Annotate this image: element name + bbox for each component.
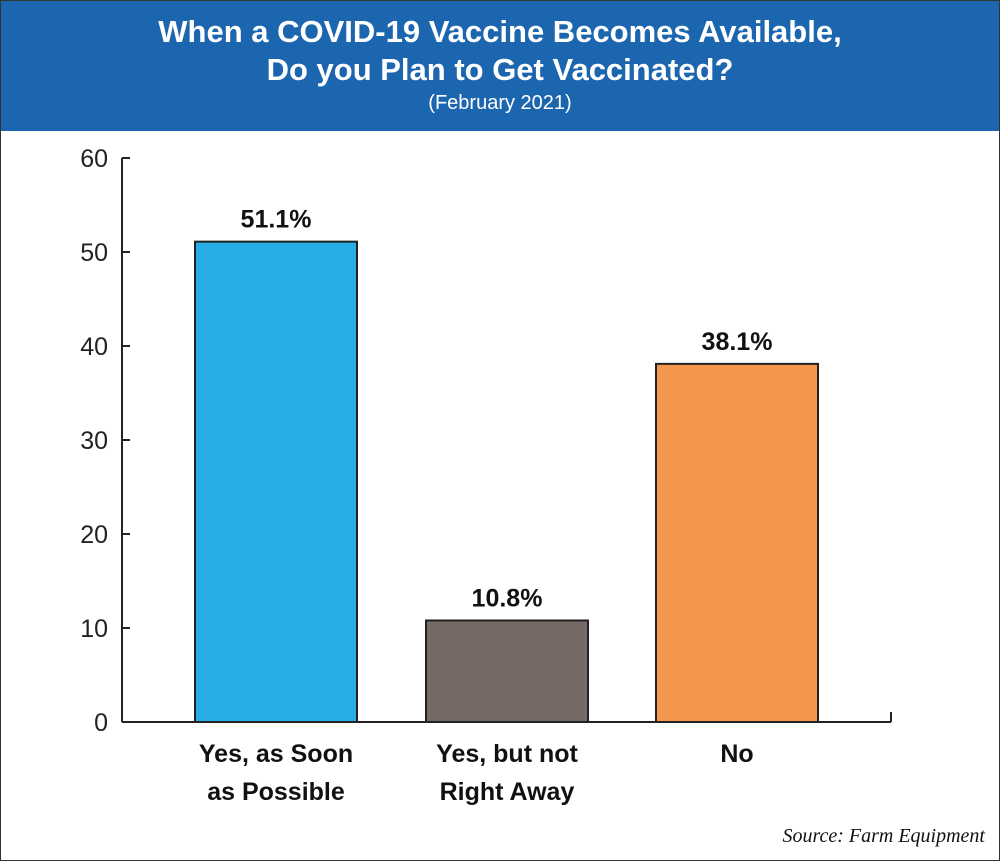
category-label: No: [720, 740, 753, 768]
y-tick-label: 10: [80, 615, 108, 643]
data-label: 51.1%: [241, 206, 312, 234]
bar: [194, 240, 358, 723]
source-note: Source: Farm Equipment: [782, 825, 985, 847]
chart-labels: 51.1% Yes, as Soon as Possible 10.8% Yes, bu…: [199, 206, 773, 806]
data-label: 38.1%: [702, 328, 773, 356]
bar: [425, 619, 589, 723]
chart-subtitle: (February 2021): [428, 92, 572, 114]
y-tick-label: 60: [80, 145, 108, 173]
data-label: 10.8%: [472, 584, 543, 612]
chart-header: When a COVID-19 Vaccine Becomes Availabl…: [1, 1, 999, 131]
y-tick-label: 50: [80, 239, 108, 267]
y-tick-label: 0: [94, 709, 108, 737]
y-tick-label: 20: [80, 521, 108, 549]
category-label: Yes, as Soon as Possible: [199, 740, 353, 806]
category-label: Yes, but not Right Away: [436, 740, 578, 806]
y-tick-label: 30: [80, 427, 108, 455]
y-axis-ticks: 0 10 20 30 40 50 60: [80, 145, 130, 737]
y-tick-label: 40: [80, 333, 108, 361]
chart-title: When a COVID-19 Vaccine Becomes Availabl…: [158, 14, 842, 87]
chart-bars: [194, 240, 819, 723]
bar: [655, 362, 819, 723]
